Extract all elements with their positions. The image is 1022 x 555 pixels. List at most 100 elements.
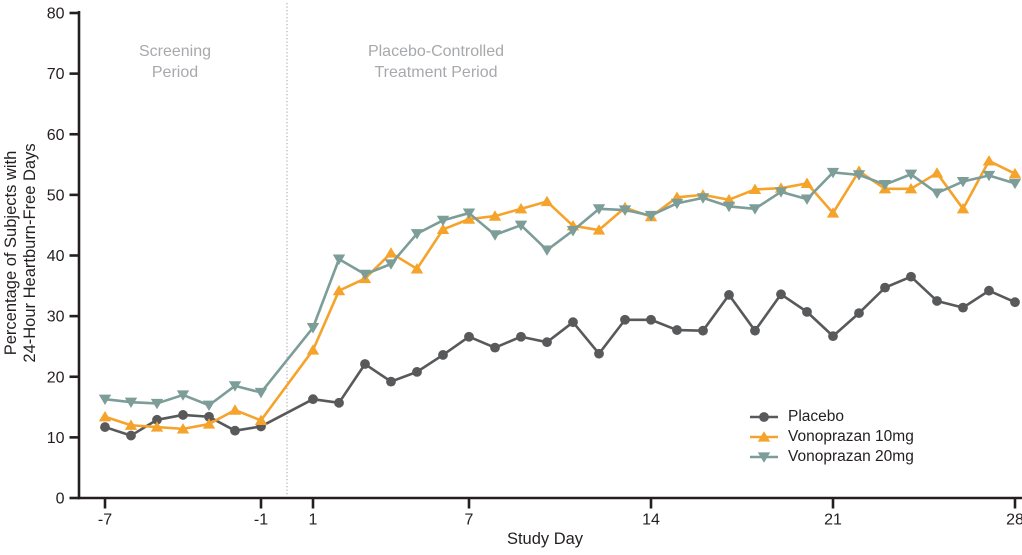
chart-plot-area: 0 10 20 30 40 50 60 70 80 -7 -1 1 7 14 21 28 xyxy=(47,3,1022,529)
marker-vonoprazan-10mg xyxy=(956,203,970,214)
marker-vonoprazan-10mg xyxy=(150,421,164,432)
marker-vonoprazan-10mg xyxy=(722,193,736,205)
marker-vonoprazan-20mg xyxy=(514,220,528,231)
marker-vonoprazan-20mg xyxy=(176,390,190,401)
marker-placebo xyxy=(776,289,786,300)
marker-vonoprazan-10mg xyxy=(410,263,424,274)
marker-vonoprazan-20mg xyxy=(670,198,684,210)
marker-vonoprazan-10mg xyxy=(982,155,996,166)
marker-vonoprazan-10mg xyxy=(540,195,554,207)
x-tick-label: -7 xyxy=(98,512,112,529)
vonoprazan-10mg-legend-marker-icon xyxy=(750,431,778,442)
marker-vonoprazan-20mg xyxy=(982,170,996,182)
series-line-vonoprazan-20mg xyxy=(104,171,1016,407)
marker-placebo xyxy=(750,325,760,336)
marker-vonoprazan-20mg xyxy=(722,201,736,213)
marker-placebo xyxy=(412,367,422,377)
marker-vonoprazan-10mg xyxy=(254,414,268,425)
y-tick-label: 80 xyxy=(47,6,65,23)
y-tick-label: 20 xyxy=(47,369,65,386)
marker-placebo xyxy=(620,314,630,325)
marker-vonoprazan-20mg xyxy=(1008,178,1022,190)
marker-vonoprazan-20mg xyxy=(566,226,580,237)
x-tick-label: 21 xyxy=(824,512,842,529)
marker-vonoprazan-20mg xyxy=(930,188,944,199)
marker-placebo xyxy=(1010,297,1020,308)
treatment-period-label-line2: Treatment Period xyxy=(374,64,497,81)
marker-placebo xyxy=(386,376,396,387)
marker-vonoprazan-20mg xyxy=(540,245,554,256)
marker-vonoprazan-20mg xyxy=(852,170,866,181)
marker-vonoprazan-10mg xyxy=(514,203,528,214)
marker-vonoprazan-10mg xyxy=(488,210,502,221)
marker-vonoprazan-20mg xyxy=(124,397,138,409)
marker-vonoprazan-10mg xyxy=(228,404,242,415)
marker-vonoprazan-10mg xyxy=(332,284,346,296)
marker-vonoprazan-20mg xyxy=(306,323,320,334)
x-tick-label: 1 xyxy=(309,512,318,529)
marker-vonoprazan-10mg xyxy=(748,183,762,195)
series-vonoprazan-20mg xyxy=(98,167,1022,412)
marker-placebo xyxy=(724,290,734,300)
x-tick-label: 14 xyxy=(642,512,660,529)
marker-vonoprazan-20mg xyxy=(228,381,242,392)
marker-placebo xyxy=(906,271,916,282)
marker-vonoprazan-10mg xyxy=(904,183,918,194)
marker-vonoprazan-20mg xyxy=(384,259,398,270)
marker-vonoprazan-10mg xyxy=(202,418,216,429)
y-tick-label: 30 xyxy=(47,309,65,326)
marker-vonoprazan-20mg xyxy=(644,210,658,222)
screening-period-label-line2: Period xyxy=(152,64,198,81)
marker-vonoprazan-10mg xyxy=(384,247,398,258)
marker-vonoprazan-20mg xyxy=(592,204,606,215)
marker-placebo xyxy=(646,314,656,325)
series-placebo xyxy=(100,271,1020,441)
y-tick-label: 0 xyxy=(56,491,65,508)
marker-vonoprazan-20mg xyxy=(150,398,164,410)
y-tick-label: 40 xyxy=(47,248,65,265)
marker-placebo xyxy=(230,425,240,436)
marker-vonoprazan-20mg xyxy=(800,194,814,205)
y-tick-label: 60 xyxy=(47,127,65,144)
legend-label-vonoprazan-20mg: Vonoprazan 20mg xyxy=(788,448,914,465)
legend-label-placebo: Placebo xyxy=(788,408,845,425)
marker-vonoprazan-20mg xyxy=(202,400,216,412)
y-axis-title-line1: Percentage of Subjects with xyxy=(2,151,20,356)
marker-placebo xyxy=(360,359,370,369)
screening-period-label-line1: Screening xyxy=(139,43,211,60)
y-tick-label: 70 xyxy=(47,66,65,83)
marker-vonoprazan-20mg xyxy=(488,230,502,241)
marker-vonoprazan-20mg xyxy=(462,208,476,219)
legend-marker-glyph xyxy=(757,452,771,463)
marker-vonoprazan-10mg xyxy=(436,223,450,235)
marker-placebo xyxy=(568,317,578,328)
placebo-legend-marker-icon xyxy=(750,412,778,422)
marker-placebo xyxy=(594,348,604,359)
treatment-period-label-line1: Placebo-Controlled xyxy=(368,43,504,60)
marker-placebo xyxy=(126,430,136,441)
marker-placebo xyxy=(308,394,318,405)
marker-vonoprazan-20mg xyxy=(332,254,346,265)
legend-item-placebo: Placebo xyxy=(749,407,914,427)
marker-vonoprazan-20mg xyxy=(878,179,892,191)
marker-vonoprazan-20mg xyxy=(410,229,424,240)
legend-item-vonoprazan-20mg: Vonoprazan 20mg xyxy=(749,447,914,467)
legend-marker-glyph xyxy=(759,412,769,422)
marker-vonoprazan-20mg xyxy=(618,205,632,216)
marker-placebo xyxy=(438,350,448,360)
marker-vonoprazan-20mg xyxy=(436,215,450,227)
legend-marker-glyph xyxy=(757,431,771,442)
marker-vonoprazan-20mg xyxy=(358,269,372,281)
marker-vonoprazan-10mg xyxy=(1008,167,1022,179)
legend: Placebo Vonoprazan 10mg Vonoprazan 20mg xyxy=(749,407,914,467)
marker-placebo xyxy=(178,410,188,420)
marker-vonoprazan-10mg xyxy=(306,344,320,355)
y-tick-label: 50 xyxy=(47,187,65,204)
marker-vonoprazan-10mg xyxy=(930,167,944,178)
marker-placebo xyxy=(828,331,838,342)
x-tick-label: 7 xyxy=(465,512,474,529)
marker-placebo xyxy=(334,397,344,408)
marker-vonoprazan-20mg xyxy=(904,169,918,181)
legend-item-vonoprazan-10mg: Vonoprazan 10mg xyxy=(749,427,914,447)
